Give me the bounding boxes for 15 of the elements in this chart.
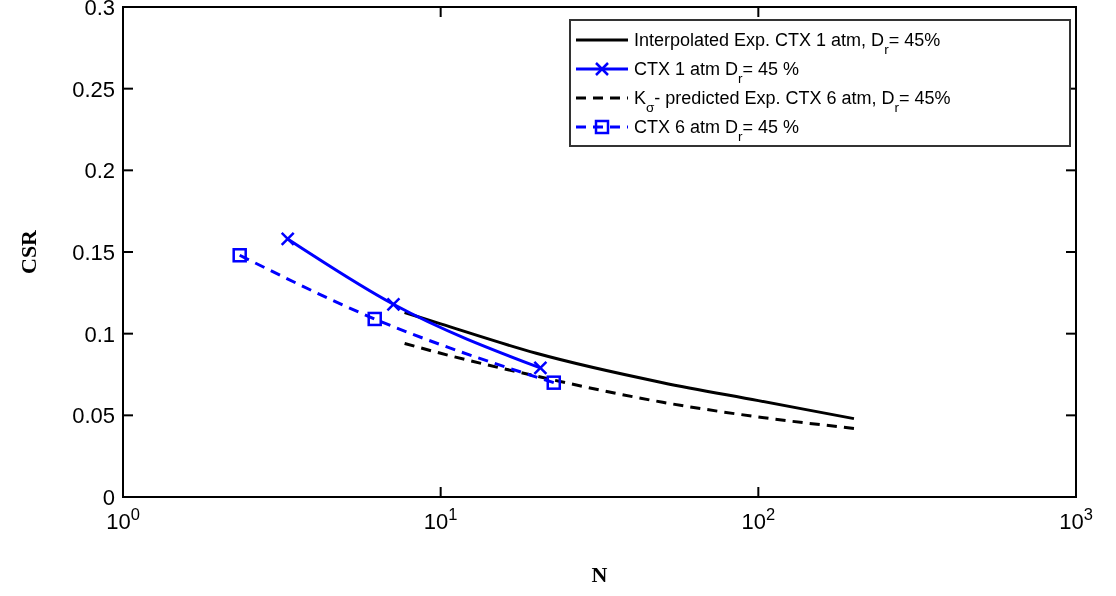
x-tick-label: 10$^{2}$ [741,505,776,534]
y-tick-label: 0.05 [72,403,115,429]
legend-label: K$_{σ}$- predicted Exp. CTX 6 atm, D$_{r}$= 45% [634,88,951,115]
x-tick-label: 10$^{1}$ [423,505,458,534]
y-tick-label: 0.25 [72,76,115,102]
y-tick-label: 0.2 [84,158,115,184]
legend-label: CTX 6 atm D$_{r}$= 45 % [634,117,800,144]
y-tick-label: 0.15 [72,240,115,265]
legend-label: Interpolated Exp. CTX 1 atm, D$_{r}$= 45% [634,30,941,57]
y-tick-label: 0.3 [84,0,115,20]
x-axis-title: N [591,562,608,587]
legend-label: CTX 1 atm D$_{r}$= 45 % [634,59,800,86]
y-axis-title: CSR [16,228,41,275]
x-tick-label: 10$^{3}$ [1059,505,1093,534]
y-tick-label: 0.1 [84,321,115,347]
